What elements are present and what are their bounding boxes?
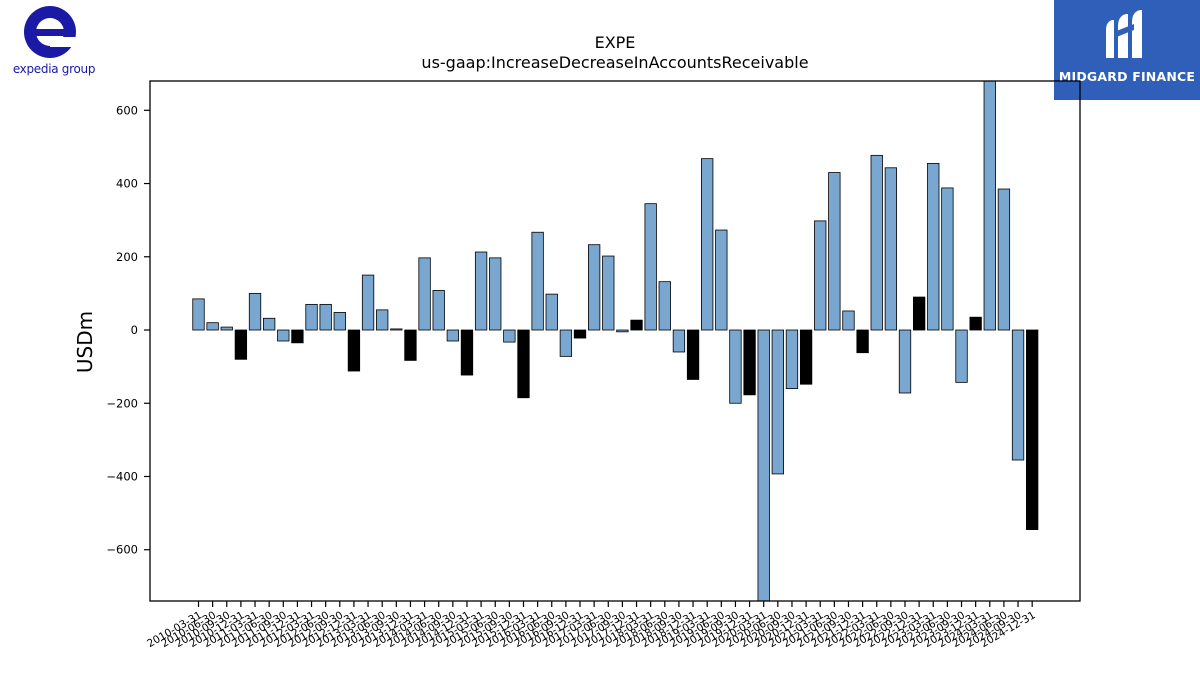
bar-2016-12-31 [573, 329, 587, 339]
bar-2013-06-30 [376, 309, 389, 331]
bar-2013-12-31 [404, 329, 417, 361]
y-tick-label: −200 [106, 396, 138, 410]
bar-2021-03-31 [814, 220, 827, 331]
expedia-e-icon [24, 6, 76, 58]
bar-2020-09-30 [785, 329, 799, 390]
bar-2017-03-31 [587, 244, 601, 331]
bar-2015-06-30 [489, 257, 502, 331]
bar-2012-03-31 [305, 303, 318, 331]
bar-2010-12-31 [234, 329, 248, 360]
y-tick-label: 400 [116, 177, 138, 191]
bar-2012-09-30 [333, 312, 346, 331]
bar-2021-09-30 [842, 310, 855, 331]
bar-2021-12-31 [856, 329, 869, 354]
y-tick-label: 600 [116, 103, 138, 117]
bar-2023-06-30 [941, 187, 954, 331]
bar-2017-06-30 [602, 255, 615, 331]
bar-2019-03-31 [701, 158, 714, 331]
bar-2024-09-30 [1011, 329, 1025, 461]
bar-2022-06-30 [884, 167, 898, 331]
bar-2011-03-31 [248, 292, 262, 331]
bar-2023-09-30 [955, 329, 968, 383]
bar-2013-03-31 [361, 274, 375, 331]
bar-2012-06-30 [319, 303, 332, 331]
midgard-finance-logo: MIDGARD FINANCE [1054, 0, 1200, 100]
bar-2018-12-31 [686, 329, 700, 380]
plot-frame [149, 80, 1081, 602]
bar-2020-03-31 [757, 329, 770, 602]
x-axis: 2010-03-312010-06-302010-09-302010-12-31… [145, 601, 1038, 650]
bar-2018-09-30 [672, 329, 686, 353]
bar-2014-03-31 [418, 257, 431, 331]
bar-2011-06-30 [262, 317, 276, 331]
midgard-m-icon [1106, 10, 1142, 58]
bar-2016-09-30 [559, 329, 573, 357]
bar-2018-06-30 [658, 281, 671, 331]
bar-2011-09-30 [277, 329, 290, 342]
bar-2010-03-31 [192, 298, 205, 331]
bar-2018-03-31 [644, 203, 657, 331]
bar-2013-09-30 [390, 328, 403, 331]
y-axis-label: USDm [73, 311, 97, 373]
bar-2020-06-30 [771, 329, 784, 475]
expedia-logo-text: expedia group [12, 62, 96, 76]
y-tick-label: −600 [106, 543, 138, 557]
bar-2024-06-30 [997, 188, 1011, 331]
bar-2019-12-31 [743, 329, 756, 396]
bars-layer [192, 80, 1039, 602]
chart-title: EXPE [595, 33, 636, 52]
chart-subtitle: us-gaap:IncreaseDecreaseInAccountsReceiv… [421, 53, 808, 72]
bar-2019-06-30 [715, 229, 728, 331]
y-axis: −600 −400 −200 0 200 400 600 [106, 103, 150, 557]
bar-2022-09-30 [898, 329, 912, 394]
bar-2017-09-30 [616, 329, 629, 333]
y-tick-label: 0 [131, 323, 138, 337]
bar-2019-09-30 [729, 329, 742, 404]
bar-2012-12-31 [347, 329, 361, 372]
bar-2023-03-31 [927, 162, 940, 331]
midgard-logo-text: MIDGARD FINANCE [1058, 69, 1196, 84]
bar-2020-12-31 [799, 329, 813, 385]
bar-2016-06-30 [545, 293, 558, 331]
bar-2016-03-31 [531, 231, 544, 331]
expedia-group-logo: expedia group [4, 4, 96, 78]
bar-2022-03-31 [870, 154, 883, 331]
bar-2010-09-30 [220, 326, 233, 331]
bar-2015-09-30 [503, 329, 516, 343]
bar-2021-06-30 [828, 172, 841, 331]
bar-2014-12-31 [460, 329, 474, 376]
bar-2014-06-30 [432, 290, 445, 331]
bar-2024-03-31 [983, 80, 996, 331]
y-tick-label: −400 [106, 469, 138, 483]
bar-2017-12-31 [630, 319, 643, 331]
bar-2015-12-31 [517, 329, 530, 399]
bar-2022-12-31 [912, 296, 926, 331]
bar-2015-03-31 [474, 251, 488, 331]
bar-2011-12-31 [291, 329, 304, 344]
bar-2010-06-30 [206, 322, 219, 331]
bar-2023-12-31 [969, 316, 982, 331]
y-tick-label: 200 [116, 250, 138, 264]
bar-2014-09-30 [446, 329, 459, 342]
bar-2024-12-31 [1026, 329, 1039, 530]
